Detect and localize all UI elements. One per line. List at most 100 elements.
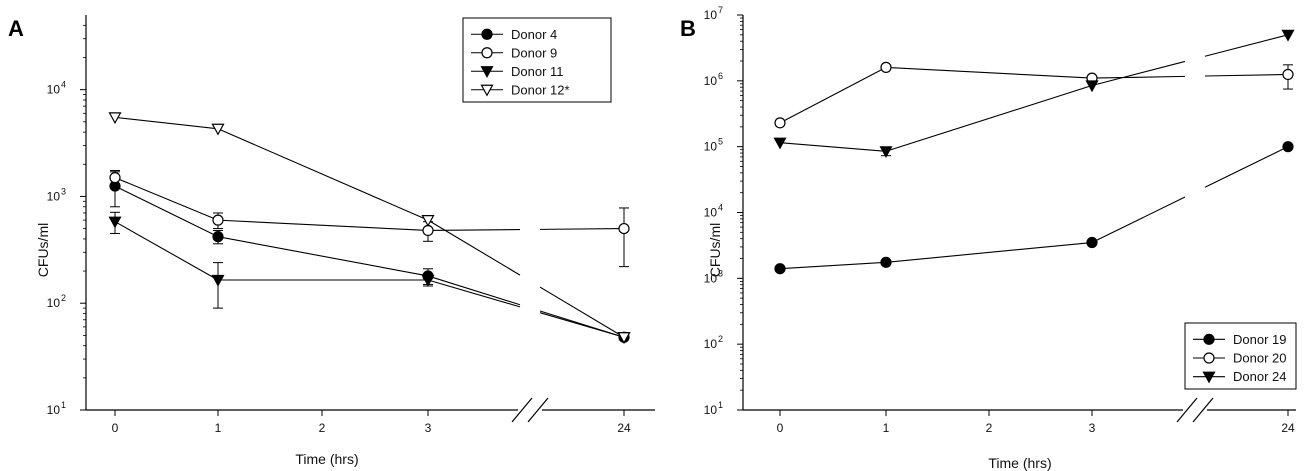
panel-a-series-donor-9-point xyxy=(618,222,630,235)
panel-a-series-donor-9-point xyxy=(212,214,224,226)
panel-a-x-tick-label: 2 xyxy=(319,421,326,435)
panel-a-legend-item-marker xyxy=(480,84,494,97)
panel-b-x-tick-label: 1 xyxy=(883,421,890,435)
panel-b-series-donor-20-point xyxy=(1282,68,1294,81)
panel-b-series-donor-24-point xyxy=(1085,80,1099,93)
panel-b-x-axis-label: Time (hrs) xyxy=(988,455,1051,471)
panel-a-series-group xyxy=(108,112,631,344)
panel-a-legend-item-label: Donor 12* xyxy=(511,82,570,97)
panel-b-series-donor-19-point xyxy=(774,263,786,275)
panel-a-axes: 10 110 210 310 40 1 2 3 24 xyxy=(47,15,655,435)
panel-b-y-tick-label: 10 xyxy=(704,403,718,417)
panel-b-legend: Donor 19 Donor 20 Donor 24 xyxy=(1184,322,1297,390)
panel-b-x-tick-label: 0 xyxy=(777,421,784,435)
panel-b-series-donor-20 xyxy=(774,61,1294,129)
panel-a-y-tick-exponent: 3 xyxy=(61,186,66,196)
panel-b-y-tick-exponent: 7 xyxy=(718,5,723,15)
panel-a-series-donor-4 xyxy=(109,171,630,343)
panel-a-series-donor-9-point xyxy=(109,172,121,184)
panel-a-legend-item-label: Donor 4 xyxy=(511,27,557,42)
panel-b-series-donor-24-point xyxy=(1281,29,1295,42)
panel-b-y-tick-exponent: 3 xyxy=(718,268,723,278)
panel-a-series-donor-11 xyxy=(108,211,631,344)
panel-a-series-donor-11-point xyxy=(211,274,225,287)
panel-a-series-donor-4-segment xyxy=(217,236,429,277)
panel-b-y-tick-label: 10 xyxy=(704,140,718,154)
panel-b-series-donor-19-point xyxy=(1086,236,1098,249)
panel-b-y-tick-label: 10 xyxy=(704,206,718,220)
panel-b-legend-item-label: Donor 24 xyxy=(1233,369,1286,384)
panel-a-x-tick-label: 24 xyxy=(617,421,631,435)
panel-a-series-donor-12-segment xyxy=(114,116,219,130)
panel-b-axes: 10 110 210 310 410 510 610 70 1 2 3 24 xyxy=(704,5,1296,435)
panel-a-series-donor-11-segment xyxy=(427,279,521,308)
panel-a-x-axis-label: Time (hrs) xyxy=(295,451,358,467)
panel-a-legend-item-marker xyxy=(481,28,493,40)
panel-b-y-tick-exponent: 4 xyxy=(718,203,723,213)
panel-b-axis-break-mark xyxy=(1192,397,1214,423)
panel-b-y-tick-exponent: 2 xyxy=(718,334,723,344)
panel-a-series-donor-9-segment xyxy=(217,219,429,232)
panel-a-legend-item-label: Donor 9 xyxy=(511,45,557,60)
panel-b-y-tick-label: 10 xyxy=(704,337,718,351)
panel-b-x-tick-label: 24 xyxy=(1281,421,1295,435)
panel-a-label: A xyxy=(8,16,24,41)
panel-b-y-tick-label: 10 xyxy=(704,271,718,285)
panel-b-series-donor-20-point xyxy=(880,61,892,73)
panel-a-series-donor-12-point xyxy=(617,332,631,344)
panel-a-series-donor-9-segment xyxy=(539,228,625,230)
panel-b-legend-box xyxy=(1184,322,1297,390)
panel-b-y-tick-exponent: 5 xyxy=(718,137,723,147)
panel-b-y-tick-exponent: 1 xyxy=(718,400,723,410)
panel-a-axis-break-mark xyxy=(511,397,533,423)
panel-a-series-donor-11-segment xyxy=(539,312,625,338)
panel-b-y-tick-label: 10 xyxy=(704,8,718,22)
panel-b-series-donor-19-point xyxy=(880,256,892,268)
panel-b-series-donor-24-segment xyxy=(1204,34,1289,57)
panel-a-y-tick-exponent: 4 xyxy=(61,80,66,90)
panel-b-x-tick-label: 3 xyxy=(1089,421,1096,435)
panel-a-series-donor-12-segment xyxy=(427,219,521,276)
panel-a-x-tick-label: 3 xyxy=(425,421,432,435)
panel-b-series-donor-19-point xyxy=(1282,141,1294,153)
panel-b-series-donor-19-segment xyxy=(885,241,1093,263)
panel-b-label: B xyxy=(680,16,696,41)
panel-a-legend-item-label: Donor 11 xyxy=(511,64,564,79)
panel-a-series-donor-9-segment xyxy=(114,177,219,221)
panel-a-chart: A Time (hrs) CFUs/ml 10 110 210 310 40 1 2 3 24 … xyxy=(8,15,655,467)
panel-a-series-donor-4-segment xyxy=(114,185,219,238)
panel-a-series-donor-12-point xyxy=(211,123,225,136)
panel-a-y-tick-label: 10 xyxy=(47,403,61,417)
panel-b-series-donor-20-point xyxy=(774,117,786,129)
panel-b-series-donor-24-point xyxy=(879,146,893,159)
panel-b-series-donor-24 xyxy=(773,29,1295,159)
panel-a-legend-item-marker xyxy=(480,66,494,78)
panel-a-x-tick-label: 1 xyxy=(215,421,222,435)
panel-b-y-axis-label: CFUs/ml xyxy=(707,223,723,277)
panel-b-axis-break-mark xyxy=(1176,397,1198,423)
panel-a-series-donor-4-point xyxy=(212,231,224,243)
panel-b-legend-item-label: Donor 19 xyxy=(1233,332,1286,347)
panel-b-series-donor-20-segment xyxy=(779,66,887,124)
panel-a-series-donor-12-point xyxy=(108,112,122,125)
panel-a-y-tick-label: 10 xyxy=(47,189,61,203)
panel-a-series-donor-11-point xyxy=(108,216,122,229)
panel-b-series-group xyxy=(773,29,1295,275)
panel-a-series-donor-12-segment xyxy=(539,286,625,338)
panel-a-y-tick-label: 10 xyxy=(47,296,61,310)
panel-b-series-donor-20-segment xyxy=(885,66,1093,79)
panel-b-series-donor-19-segment xyxy=(779,261,887,270)
panel-a-series-donor-12 xyxy=(108,112,631,344)
panel-a-series-donor-9-segment xyxy=(427,229,521,232)
panel-a-y-tick-exponent: 2 xyxy=(61,293,66,303)
panel-b-series-donor-20-segment xyxy=(1204,73,1289,77)
panel-b-series-donor-20-segment xyxy=(1091,75,1186,79)
panel-a-series-donor-11-point xyxy=(421,274,435,287)
panel-b-chart: B Time (hrs) CFUs/ml 10 110 210 310 410 510 61… xyxy=(680,5,1297,471)
panel-a-series-donor-4-segment xyxy=(427,275,521,306)
panel-a-legend-item-marker xyxy=(481,47,493,59)
panel-a-y-tick-exponent: 1 xyxy=(61,400,66,410)
panel-b-y-tick-label: 10 xyxy=(704,74,718,88)
panel-a-axis-break-mark xyxy=(527,397,549,423)
